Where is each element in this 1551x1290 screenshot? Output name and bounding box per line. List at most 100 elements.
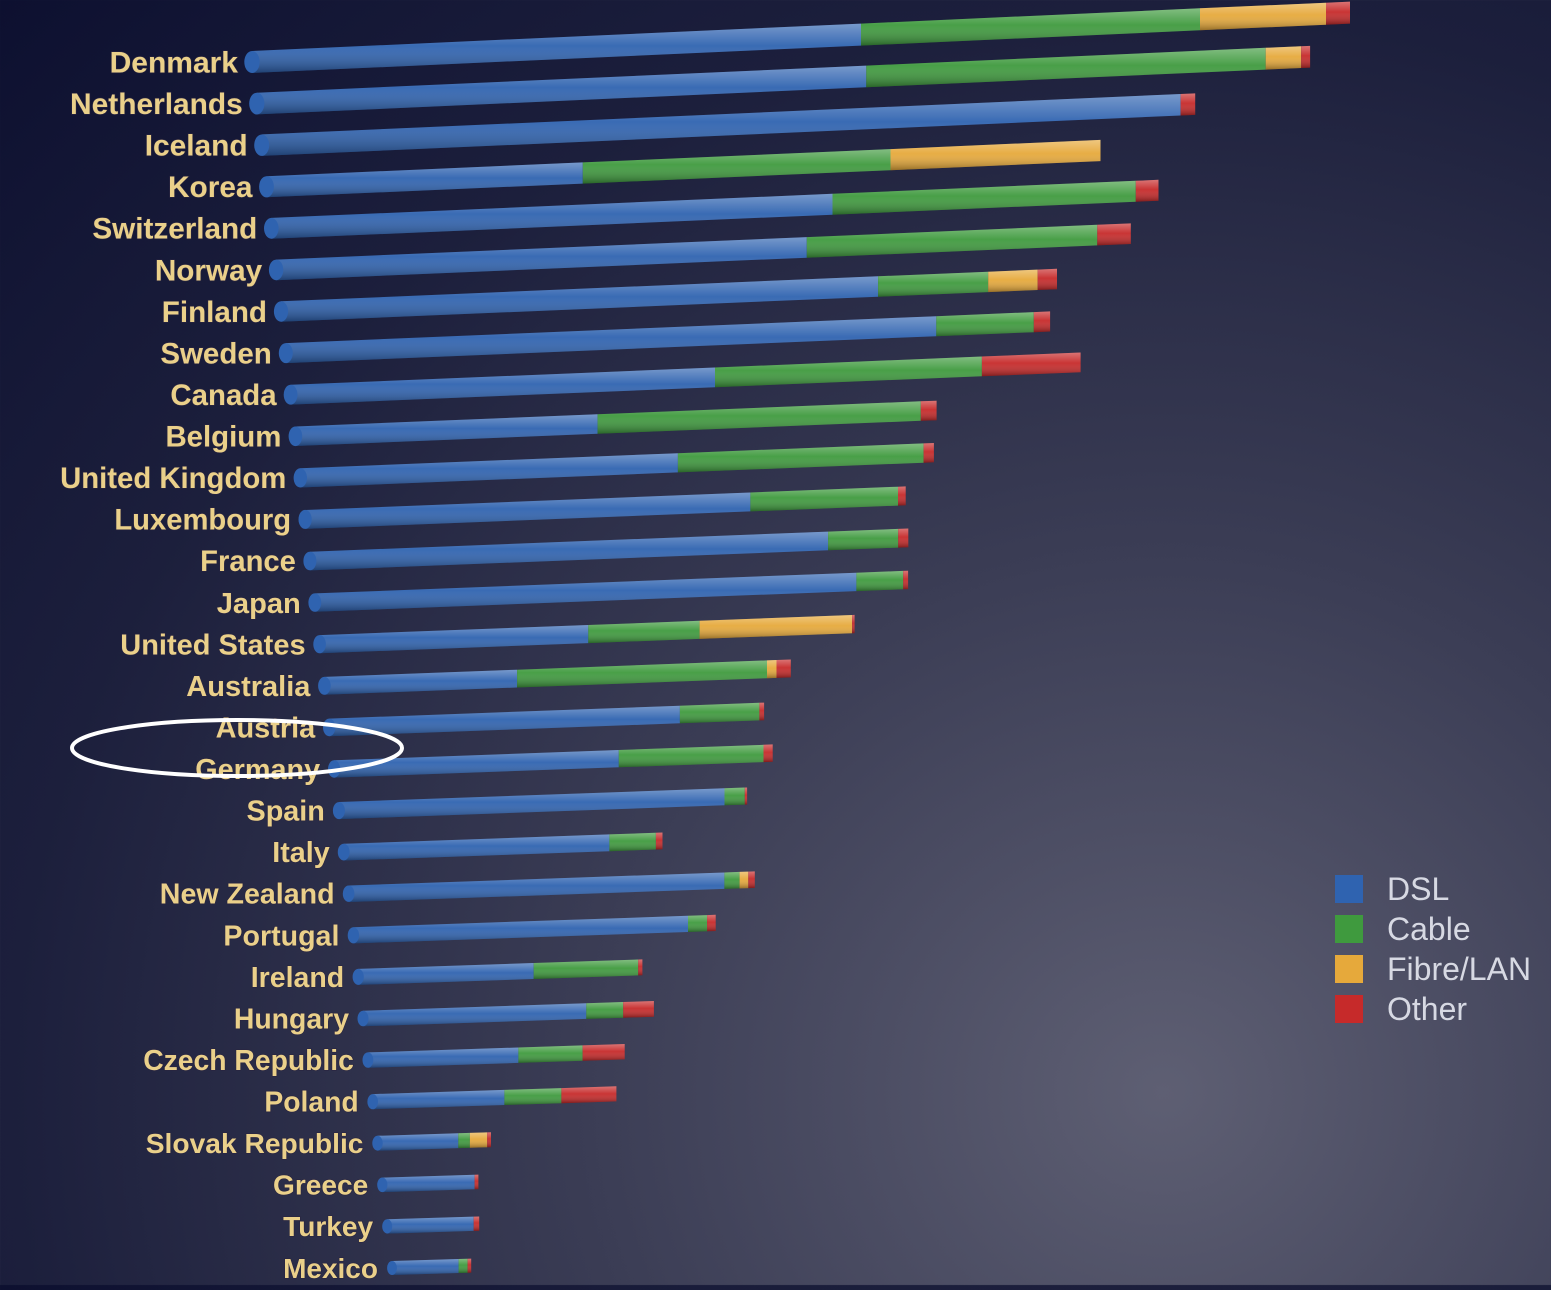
bar-shade-czech-republic-dsl bbox=[367, 1047, 519, 1068]
bar-shade-sweden-other bbox=[1033, 311, 1051, 333]
bar-cap-poland bbox=[367, 1094, 379, 1110]
bar-shade-slovak-republic-dsl bbox=[377, 1133, 459, 1151]
category-label-united-kingdom: United Kingdom bbox=[60, 462, 286, 495]
bar-shade-canada-other bbox=[981, 352, 1081, 377]
bar-shade-france-cable bbox=[828, 528, 899, 551]
bar-shade-portugal-other bbox=[707, 914, 716, 932]
bar-shade-germany-cable bbox=[618, 744, 764, 768]
legend-swatch-fibre-lan bbox=[1335, 955, 1363, 983]
bar-shade-belgium-other bbox=[920, 400, 937, 421]
bar-shade-united-states-dsl bbox=[319, 625, 589, 654]
bar-shade-united-kingdom-cable bbox=[677, 443, 924, 473]
bar-row-germany bbox=[328, 744, 773, 778]
bar-cap-norway bbox=[268, 259, 284, 281]
highlight-layer bbox=[70, 718, 404, 778]
bar-cap-czech-republic bbox=[362, 1052, 374, 1068]
bar-shade-australia-fibre-lan bbox=[767, 660, 777, 679]
bar-shade-austria-other bbox=[759, 702, 765, 721]
category-label-new-zealand: New Zealand bbox=[160, 879, 335, 911]
bar-shade-germany-other bbox=[763, 744, 773, 763]
bar-shade-hungary-cable bbox=[586, 1002, 624, 1019]
bar-row-poland bbox=[367, 1086, 617, 1110]
bar-shade-portugal-dsl bbox=[353, 915, 688, 944]
bar-shade-mexico-cable bbox=[458, 1258, 468, 1273]
category-label-spain: Spain bbox=[246, 796, 324, 828]
bar-row-japan bbox=[308, 570, 909, 612]
bar-row-slovak-republic bbox=[372, 1132, 491, 1151]
bar-shade-norway-dsl bbox=[276, 237, 807, 281]
bar-shade-slovak-republic-other bbox=[487, 1132, 491, 1148]
bar-cap-hungary bbox=[357, 1010, 369, 1027]
bar-shade-poland-cable bbox=[504, 1088, 562, 1105]
category-label-mexico: Mexico bbox=[283, 1253, 378, 1284]
bar-cap-france bbox=[303, 551, 317, 571]
bar-shade-australia-other bbox=[776, 659, 791, 678]
category-label-norway: Norway bbox=[155, 254, 263, 287]
bar-row-sweden bbox=[278, 311, 1051, 364]
bar-row-portugal bbox=[347, 914, 716, 944]
bar-shade-spain-other bbox=[744, 787, 748, 805]
bar-cap-mexico bbox=[387, 1261, 397, 1275]
category-label-austria: Austria bbox=[216, 713, 316, 745]
category-label-korea: Korea bbox=[168, 171, 253, 204]
bar-row-france bbox=[303, 528, 909, 571]
bar-row-belgium bbox=[288, 400, 937, 447]
bar-shade-denmark-other bbox=[1326, 1, 1350, 25]
category-label-ireland: Ireland bbox=[251, 962, 344, 994]
bar-cap-ireland bbox=[352, 968, 364, 985]
bar-cap-italy bbox=[337, 843, 350, 861]
bar-shade-finland-dsl bbox=[281, 276, 879, 322]
legend-swatch-other bbox=[1335, 995, 1363, 1023]
bar-cap-canada bbox=[283, 384, 298, 405]
bar-cap-luxembourg bbox=[298, 509, 312, 529]
bar-cap-finland bbox=[273, 301, 289, 322]
bar-shade-italy-dsl bbox=[343, 834, 610, 861]
bar-shade-turkey-dsl bbox=[387, 1216, 474, 1234]
bar-shade-finland-cable bbox=[878, 271, 989, 297]
bar-shade-new-zealand-cable bbox=[724, 871, 740, 889]
bar-cap-spain bbox=[332, 802, 345, 820]
bar-shade-poland-dsl bbox=[372, 1089, 505, 1110]
bar-row-united-states bbox=[313, 614, 855, 654]
bar-shade-luxembourg-other bbox=[898, 486, 906, 506]
bar-cap-new-zealand bbox=[342, 885, 355, 902]
category-label-turkey: Turkey bbox=[283, 1211, 373, 1242]
bar-shade-united-kingdom-other bbox=[923, 443, 934, 463]
bar-shade-finland-other bbox=[1037, 268, 1057, 290]
bar-row-turkey bbox=[382, 1216, 480, 1234]
bar-cap-greece bbox=[377, 1177, 388, 1193]
category-label-poland: Poland bbox=[264, 1086, 358, 1118]
category-label-hungary: Hungary bbox=[234, 1003, 349, 1035]
bar-shade-slovak-republic-fibre-lan bbox=[469, 1132, 488, 1148]
bar-shade-luxembourg-dsl bbox=[305, 492, 751, 529]
bar-shade-greece-dsl bbox=[382, 1174, 475, 1193]
bar-row-denmark bbox=[244, 1, 1350, 74]
category-label-italy: Italy bbox=[272, 837, 329, 869]
bar-shade-luxembourg-cable bbox=[750, 486, 898, 512]
bar-shade-austria-cable bbox=[679, 702, 760, 724]
bar-shade-mexico-other bbox=[467, 1258, 472, 1273]
bar-cap-denmark bbox=[244, 51, 260, 73]
category-label-australia: Australia bbox=[186, 671, 311, 703]
bar-shade-iceland-other bbox=[1180, 93, 1196, 116]
bar-shade-korea-fibre-lan bbox=[890, 139, 1101, 171]
bar-shade-denmark-cable bbox=[861, 8, 1200, 46]
bar-shade-czech-republic-other bbox=[582, 1044, 625, 1061]
bar-cap-austria bbox=[323, 718, 336, 737]
bar-shade-united-states-cable bbox=[588, 620, 700, 644]
bar-row-united-kingdom bbox=[293, 443, 934, 488]
bar-shade-iceland-dsl bbox=[261, 94, 1181, 156]
bar-shade-france-other bbox=[898, 528, 909, 548]
bar-shade-germany-dsl bbox=[334, 750, 619, 778]
bar-shade-australia-cable bbox=[517, 660, 767, 688]
bar-shade-sweden-cable bbox=[936, 312, 1034, 337]
bar-row-ireland bbox=[352, 959, 643, 985]
category-label-france: France bbox=[200, 546, 296, 578]
bar-shade-ireland-other bbox=[638, 959, 643, 976]
bar-row-italy bbox=[337, 832, 663, 861]
legend-swatch-cable bbox=[1335, 915, 1363, 943]
bar-row-switzerland bbox=[264, 179, 1159, 239]
bar-shade-italy-cable bbox=[609, 832, 656, 852]
bar-shade-turkey-other bbox=[473, 1216, 480, 1231]
